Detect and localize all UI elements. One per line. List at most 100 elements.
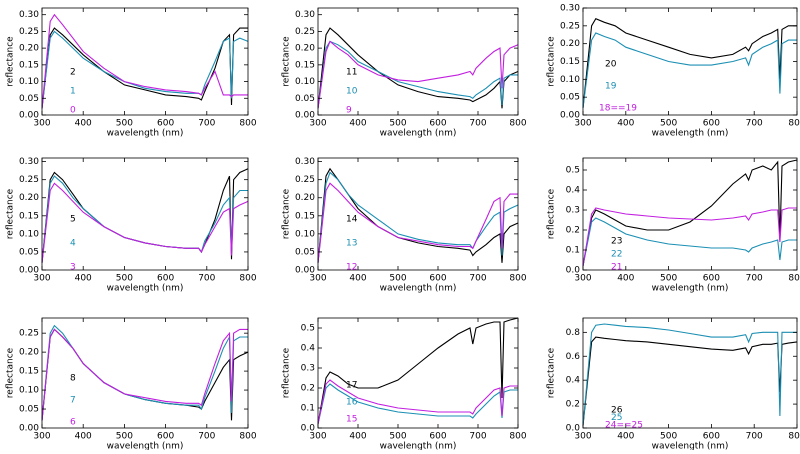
y-tick-label: 0.25 [295,175,315,185]
y-tick-label: 0.2 [566,226,580,236]
y-tick-label: 0.4 [566,186,581,196]
y-tick-label: 0.30 [19,10,39,20]
x-axis-label: wavelength (nm) [107,129,184,139]
y-tick-label: 0.30 [19,157,39,167]
y-tick-label: 0.8 [566,328,581,338]
spectrum-line [582,159,798,267]
y-tick-label: 0.10 [19,229,39,239]
x-tick-label: 400 [75,274,92,284]
x-tick-label: 400 [617,432,634,442]
series-label: 13 [346,239,357,249]
y-tick-label: 0.20 [19,44,39,54]
x-tick-label: 400 [75,119,92,129]
series-label: 5 [70,215,76,225]
y-tick-label: 0.3 [301,364,315,374]
x-tick-label: 300 [33,432,50,442]
y-tick-label: 0.05 [19,405,39,415]
y-tick-label: 0.0 [566,424,581,434]
x-tick-label: 800 [788,432,800,442]
x-tick-label: 300 [574,274,591,284]
x-tick-label: 300 [309,432,326,442]
y-tick-label: 0.05 [295,94,315,104]
spectrum-line [582,323,797,426]
x-axis-label: wavelength (nm) [652,442,729,451]
x-tick-label: 600 [703,432,720,442]
series-label: 2 [70,68,76,78]
series-label: 10 [346,87,358,97]
y-axis-label: reflectance [282,36,292,87]
series-label: 8 [70,374,76,384]
x-tick-label: 700 [746,119,763,129]
y-tick-label: 0.20 [295,44,315,54]
series-label: 6 [70,418,76,428]
y-tick-label: 0.20 [19,348,39,358]
y-tick-label: 0.2 [566,400,580,410]
spectrum-line [41,30,249,109]
x-tick-label: 800 [509,274,526,284]
x-tick-label: 300 [309,119,326,129]
x-tick-label: 600 [429,274,446,284]
y-tick-label: 0.30 [295,157,315,167]
y-tick-label: 0.15 [560,57,580,67]
y-tick-label: 0.1 [566,246,580,256]
y-tick-label: 0.15 [295,211,315,221]
y-tick-label: 0.30 [560,4,580,14]
y-tick-label: 0.15 [19,367,39,377]
x-tick-label: 600 [157,119,174,129]
x-tick-label: 600 [429,432,446,442]
x-axis-label: wavelength (nm) [380,442,457,451]
y-tick-label: 0.10 [295,77,315,87]
series-label: 21 [611,263,622,273]
y-tick-label: 0.20 [295,193,315,203]
x-tick-label: 500 [116,119,133,129]
y-axis-label: reflectance [6,188,16,239]
x-tick-label: 700 [469,432,486,442]
y-tick-label: 0.15 [19,211,39,221]
spectrum-line [582,217,797,267]
x-tick-label: 500 [389,119,406,129]
annotation: 18==19 [599,104,637,114]
y-tick-label: 0.05 [19,247,39,257]
series-label: 20 [605,60,617,70]
x-tick-label: 700 [198,274,215,284]
x-tick-label: 500 [660,119,677,129]
series-label: 17 [346,381,357,391]
y-tick-label: 0.00 [560,111,580,121]
y-axis-label: reflectance [547,36,557,87]
y-tick-label: 0.25 [560,21,580,31]
spectrum-line [317,317,519,425]
series-label: 3 [70,263,76,273]
y-tick-label: 0.00 [295,266,315,276]
y-tick-label: 0.3 [566,206,580,216]
y-tick-label: 0.0 [301,424,316,434]
series-label: 22 [611,250,622,260]
x-tick-label: 500 [660,432,677,442]
x-axis-label: wavelength (nm) [107,284,184,294]
y-tick-label: 0.4 [301,344,316,354]
series-label: 19 [605,82,617,92]
series-label: 16 [346,398,358,408]
plot-frame [317,157,519,271]
x-axis-label: wavelength (nm) [107,442,184,451]
y-axis-label: reflectance [6,36,16,87]
y-tick-label: 0.0 [566,266,581,276]
spectrum-line [41,182,249,263]
series-label: 0 [70,106,76,116]
spectrum-line [317,40,519,109]
spectrum-line [317,379,518,425]
x-tick-label: 700 [469,119,486,129]
y-tick-label: 0.10 [295,229,315,239]
x-tick-label: 400 [75,432,92,442]
y-tick-label: 0.00 [19,266,39,276]
x-tick-label: 500 [389,274,406,284]
x-tick-label: 400 [617,119,634,129]
x-tick-label: 400 [617,274,634,284]
y-axis-label: reflectance [547,347,557,398]
x-tick-label: 600 [429,119,446,129]
y-tick-label: 0.10 [19,386,39,396]
x-tick-label: 300 [574,119,591,129]
y-tick-label: 0.4 [566,376,581,386]
x-tick-label: 500 [116,274,133,284]
y-tick-label: 0.25 [19,329,39,339]
